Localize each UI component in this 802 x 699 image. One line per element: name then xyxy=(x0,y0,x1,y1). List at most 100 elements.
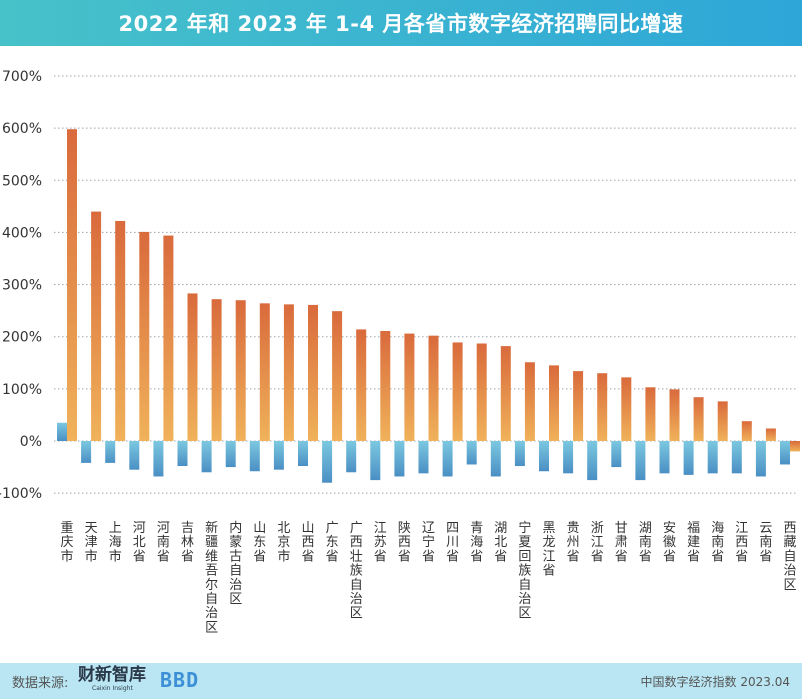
x-category-label: 四川省 xyxy=(446,521,459,564)
x-category-label: 广东省 xyxy=(326,521,339,564)
x-category-label: 新疆维吾尔自治区 xyxy=(205,520,218,635)
bar-series-2 xyxy=(394,441,405,477)
bar-series-1 xyxy=(235,300,246,441)
bar-series-2 xyxy=(707,441,718,474)
x-category-label: 宁夏回族自治区 xyxy=(518,520,531,621)
bar-series-2 xyxy=(249,441,260,472)
footer: 数据来源: 财新智库 Caixin Insight BBD 中国数字经济指数 2… xyxy=(0,663,802,699)
bar-series-2 xyxy=(153,441,164,477)
footer-index-label: 中国数字经济指数 2023.04 xyxy=(640,675,790,689)
bar-series-1 xyxy=(790,441,800,452)
x-category-label: 辽宁省 xyxy=(422,521,435,564)
x-category-label: 河南省 xyxy=(157,521,170,564)
bar-series-1 xyxy=(428,335,439,441)
x-category-label: 贵州省 xyxy=(567,521,580,564)
x-category-label: 河北省 xyxy=(133,521,146,564)
y-tick-label: 500% xyxy=(2,173,42,189)
caixin-logo: 财新智库 xyxy=(78,665,146,685)
bar-series-2 xyxy=(201,441,212,473)
bar-series-2 xyxy=(370,441,381,481)
x-category-label: 广西壮族自治区 xyxy=(350,521,363,621)
bar-series-1 xyxy=(187,293,198,441)
bar-series-2 xyxy=(322,441,333,483)
x-category-label: 湖北省 xyxy=(494,521,507,564)
y-tick-label: 600% xyxy=(2,121,42,137)
bar-series-2 xyxy=(225,441,236,468)
bar-series-2 xyxy=(780,441,790,465)
x-category-label: 福建省 xyxy=(687,521,700,564)
bar-series-2 xyxy=(298,441,308,467)
bar-series-2 xyxy=(346,441,357,473)
bar-series-2 xyxy=(105,441,116,463)
bar-series-1 xyxy=(693,397,704,441)
bar-series-2 xyxy=(129,441,140,470)
bar-series-1 xyxy=(356,329,367,441)
bar-series-2 xyxy=(683,441,694,475)
bar-series-1 xyxy=(645,387,656,441)
y-tick-label: 100% xyxy=(2,382,42,398)
bar-series-1 xyxy=(549,365,559,441)
bar-series-2 xyxy=(57,422,67,441)
x-category-label: 陕西省 xyxy=(398,521,411,564)
y-tick-label: 300% xyxy=(2,278,42,294)
x-category-label: 云南省 xyxy=(759,521,772,564)
bar-series-1 xyxy=(476,343,487,441)
bar-series-2 xyxy=(273,441,284,470)
bar-series-1 xyxy=(67,129,77,441)
bar-series-2 xyxy=(442,441,453,477)
bar-chart: 700% 600% 500% 400% 300% 200% 100% 0% -100% 重庆市天津… xyxy=(0,69,800,635)
bar-series-1 xyxy=(163,235,174,441)
bar-series-1 xyxy=(139,231,150,441)
bar-series-2 xyxy=(731,441,742,474)
y-tick-label: 700% xyxy=(2,69,42,85)
bar-series-1 xyxy=(404,333,415,441)
bar-series-1 xyxy=(669,389,680,441)
x-category-label: 安徽省 xyxy=(663,521,676,564)
bar-series-1 xyxy=(332,311,343,441)
chart-title-bar: 2022 年和 2023 年 1-4 月各省市数字经济招聘同比增速 xyxy=(0,0,802,46)
caixin-logo-subtext: Caixin Insight xyxy=(92,685,133,692)
bar-series-1 xyxy=(573,371,584,441)
bar-series-2 xyxy=(659,441,670,474)
x-category-label: 湖南省 xyxy=(639,521,652,564)
bar-series-2 xyxy=(587,441,598,481)
x-category-label: 吉林省 xyxy=(181,521,194,564)
x-category-label: 海南省 xyxy=(711,521,724,564)
y-tick-label: 400% xyxy=(2,225,42,241)
chart-title: 2022 年和 2023 年 1-4 月各省市数字经济招聘同比增速 xyxy=(118,12,684,36)
x-category-label: 江苏省 xyxy=(374,521,387,564)
bar-series-2 xyxy=(177,441,188,467)
bar-series-1 xyxy=(621,377,632,441)
x-category-label: 北京市 xyxy=(277,521,290,564)
bar-series-1 xyxy=(524,362,535,441)
x-category-label: 江西省 xyxy=(735,521,748,564)
bar-series-2 xyxy=(466,441,477,465)
bar-series-1 xyxy=(91,211,102,441)
bar-series-1 xyxy=(597,373,608,441)
bar-series-2 xyxy=(755,441,766,477)
x-category-label: 山东省 xyxy=(253,521,266,564)
bar-series-2 xyxy=(418,441,429,474)
bar-series-2 xyxy=(81,441,92,463)
bar-series-2 xyxy=(514,441,525,467)
x-category-label: 浙江省 xyxy=(591,521,604,564)
bar-series-1 xyxy=(380,330,391,441)
bar-series-1 xyxy=(283,304,294,441)
bar-series-1 xyxy=(452,342,463,441)
y-tick-label: 200% xyxy=(2,330,42,346)
x-category-label: 西藏自治区 xyxy=(783,521,796,593)
bar-series-1 xyxy=(308,304,318,441)
bar-series-1 xyxy=(115,220,126,441)
bar-series-2 xyxy=(539,441,549,472)
bar-series-1 xyxy=(259,303,270,441)
bar-series-1 xyxy=(500,346,511,441)
y-tick-label: 0% xyxy=(20,434,42,450)
bar-series-2 xyxy=(563,441,574,474)
source-label: 数据来源: xyxy=(12,676,69,691)
x-category-label: 内蒙古自治区 xyxy=(229,520,242,607)
x-category-label: 甘肃省 xyxy=(615,521,628,564)
x-category-label: 天津市 xyxy=(85,521,98,564)
bar-series-2 xyxy=(635,441,646,481)
x-category-label: 青海省 xyxy=(470,521,483,564)
bar-series-2 xyxy=(611,441,622,468)
